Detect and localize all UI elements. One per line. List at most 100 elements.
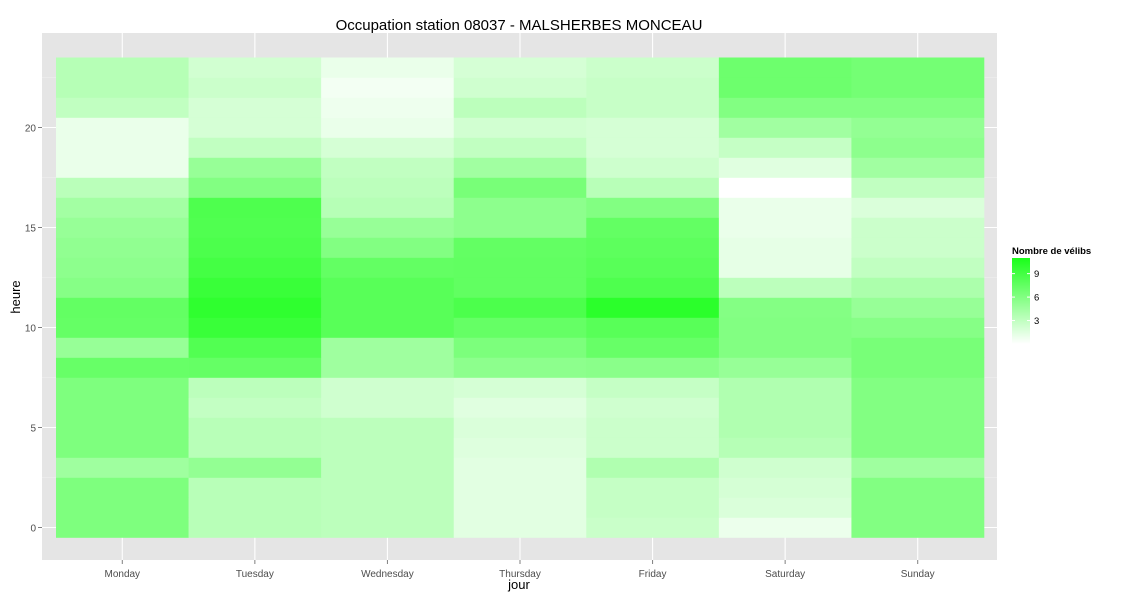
heatmap-cell xyxy=(718,137,852,158)
heatmap-cell xyxy=(718,357,852,378)
heatmap-cell xyxy=(453,457,587,478)
heatmap-cell xyxy=(586,317,720,338)
heatmap-cell xyxy=(453,157,587,178)
heatmap-cell xyxy=(718,257,852,278)
heatmap-cell xyxy=(851,197,985,218)
heatmap-cell xyxy=(851,217,985,238)
heatmap-cell xyxy=(718,177,852,198)
heatmap-cell xyxy=(188,157,322,178)
y-tick-label: 20 xyxy=(25,124,37,135)
heatmap-cell xyxy=(321,517,455,538)
heatmap-cell xyxy=(188,417,322,438)
heatmap-cell xyxy=(56,517,189,538)
heatmap-cell xyxy=(56,277,189,298)
heatmap-cell xyxy=(56,317,189,338)
legend-ticks: 3 6 9 xyxy=(1012,269,1039,327)
heatmap-cell xyxy=(453,97,587,118)
heatmap-cell xyxy=(586,497,720,518)
heatmap-cell xyxy=(453,357,587,378)
heatmap-cell xyxy=(321,237,455,258)
heatmap-cell xyxy=(56,457,189,478)
color-legend: Nombre de vélibs 3 6 9 xyxy=(1012,246,1091,344)
heatmap-cell xyxy=(188,277,322,298)
heatmap-cell xyxy=(321,177,455,198)
heatmap-cell xyxy=(586,117,720,138)
heatmap-cell xyxy=(718,517,852,538)
x-tick-label: Sunday xyxy=(901,569,935,580)
heatmap-cell xyxy=(321,497,455,518)
heatmap-cell xyxy=(321,417,455,438)
heatmap-cell xyxy=(851,77,985,98)
heatmap-cell xyxy=(586,277,720,298)
heatmap-cell xyxy=(321,397,455,418)
heatmap-cell xyxy=(586,477,720,498)
heatmap-cell xyxy=(851,457,985,478)
heatmap-cell xyxy=(56,217,189,238)
heatmap-cell xyxy=(718,397,852,418)
heatmap-cell xyxy=(56,497,189,518)
heatmap-cell xyxy=(321,337,455,358)
heatmap-cell xyxy=(453,237,587,258)
heatmap-cell xyxy=(586,237,720,258)
heatmap-cell xyxy=(453,377,587,398)
x-axis: Monday Tuesday Wednesday Thursday Friday Satu… xyxy=(104,560,935,580)
heatmap-cell xyxy=(321,257,455,278)
heatmap-cell xyxy=(188,97,322,118)
heatmap-cell xyxy=(586,417,720,438)
heatmap-cell xyxy=(718,237,852,258)
heatmap-cell xyxy=(321,437,455,458)
heatmap-cell xyxy=(851,157,985,178)
heatmap-cell xyxy=(718,217,852,238)
heatmap-cell xyxy=(453,117,587,138)
heatmap-cell xyxy=(56,237,189,258)
heatmap-cell xyxy=(851,177,985,198)
heatmap-cell xyxy=(851,497,985,518)
heatmap-cell xyxy=(586,517,720,538)
heatmap-cell xyxy=(586,337,720,358)
heatmap-cell xyxy=(321,117,455,138)
heatmap-cell xyxy=(188,297,322,318)
heatmap-cell xyxy=(56,117,189,138)
heatmap-cell xyxy=(56,297,189,318)
heatmap-cell xyxy=(718,117,852,138)
heatmap-cell xyxy=(188,397,322,418)
heatmap-cell xyxy=(321,57,455,78)
heatmap-cell xyxy=(56,357,189,378)
heatmap-cell xyxy=(851,137,985,158)
heatmap-cell xyxy=(586,217,720,238)
heatmap-cell xyxy=(586,357,720,378)
heatmap-cell xyxy=(188,477,322,498)
heatmap-cell xyxy=(188,137,322,158)
heatmap-cell xyxy=(321,377,455,398)
heatmap-cell xyxy=(56,57,189,78)
heatmap-cell xyxy=(188,377,322,398)
heatmap-cell xyxy=(851,477,985,498)
heatmap-cell xyxy=(586,97,720,118)
x-tick-label: Monday xyxy=(104,569,140,580)
heatmap-cell xyxy=(586,457,720,478)
heatmap-cell xyxy=(718,157,852,178)
heatmap-cell xyxy=(851,57,985,78)
legend-colorbar xyxy=(1012,258,1030,344)
heatmap-cell xyxy=(851,237,985,258)
heatmap-cell xyxy=(453,517,587,538)
y-tick-label: 10 xyxy=(25,324,37,335)
heatmap-cell xyxy=(586,437,720,458)
heatmap-cell xyxy=(453,437,587,458)
heatmap-cell xyxy=(453,297,587,318)
heatmap-cell xyxy=(321,217,455,238)
heatmap-cell xyxy=(586,197,720,218)
heatmap-cell xyxy=(453,497,587,518)
heatmap-cell xyxy=(453,317,587,338)
heatmap-cell xyxy=(56,257,189,278)
heatmap-cell xyxy=(188,437,322,458)
heatmap-cell xyxy=(321,137,455,158)
heatmap-cell xyxy=(56,417,189,438)
heatmap-cell xyxy=(188,197,322,218)
heatmap-cell xyxy=(453,137,587,158)
heatmap-cell xyxy=(851,257,985,278)
heatmap-cell xyxy=(851,517,985,538)
heatmap-cell xyxy=(718,377,852,398)
heatmap-cell xyxy=(453,57,587,78)
